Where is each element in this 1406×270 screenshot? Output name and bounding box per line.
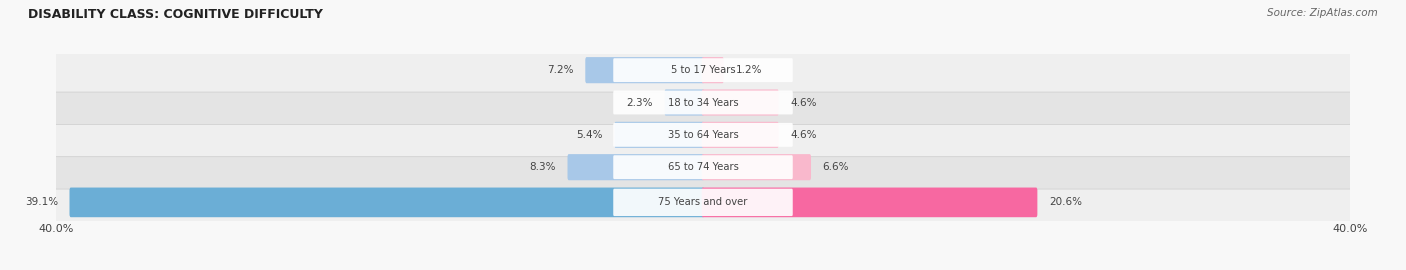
- Text: 18 to 34 Years: 18 to 34 Years: [668, 97, 738, 107]
- FancyBboxPatch shape: [613, 155, 793, 179]
- Text: 35 to 64 Years: 35 to 64 Years: [668, 130, 738, 140]
- FancyBboxPatch shape: [568, 154, 704, 180]
- Text: 65 to 74 Years: 65 to 74 Years: [668, 162, 738, 172]
- Text: 4.6%: 4.6%: [790, 130, 817, 140]
- FancyBboxPatch shape: [69, 188, 704, 217]
- FancyBboxPatch shape: [702, 154, 811, 180]
- FancyBboxPatch shape: [53, 113, 1353, 157]
- FancyBboxPatch shape: [614, 122, 704, 148]
- Text: 20.6%: 20.6%: [1049, 197, 1083, 207]
- FancyBboxPatch shape: [53, 81, 1353, 124]
- Text: 2.3%: 2.3%: [627, 97, 652, 107]
- FancyBboxPatch shape: [665, 89, 704, 116]
- FancyBboxPatch shape: [613, 189, 793, 216]
- FancyBboxPatch shape: [53, 48, 1353, 92]
- FancyBboxPatch shape: [53, 178, 1353, 227]
- FancyBboxPatch shape: [585, 57, 704, 83]
- Text: 4.6%: 4.6%: [790, 97, 817, 107]
- Text: 5.4%: 5.4%: [576, 130, 603, 140]
- FancyBboxPatch shape: [702, 188, 1038, 217]
- FancyBboxPatch shape: [702, 89, 779, 116]
- Text: 6.6%: 6.6%: [823, 162, 849, 172]
- Text: 39.1%: 39.1%: [25, 197, 58, 207]
- Text: 75 Years and over: 75 Years and over: [658, 197, 748, 207]
- FancyBboxPatch shape: [53, 145, 1353, 189]
- FancyBboxPatch shape: [613, 123, 793, 147]
- Text: 5 to 17 Years: 5 to 17 Years: [671, 65, 735, 75]
- Text: Source: ZipAtlas.com: Source: ZipAtlas.com: [1267, 8, 1378, 18]
- Text: DISABILITY CLASS: COGNITIVE DIFFICULTY: DISABILITY CLASS: COGNITIVE DIFFICULTY: [28, 8, 323, 21]
- Text: 1.2%: 1.2%: [735, 65, 762, 75]
- Text: 7.2%: 7.2%: [547, 65, 574, 75]
- FancyBboxPatch shape: [702, 122, 779, 148]
- Text: 8.3%: 8.3%: [530, 162, 555, 172]
- FancyBboxPatch shape: [702, 57, 724, 83]
- FancyBboxPatch shape: [613, 58, 793, 82]
- FancyBboxPatch shape: [613, 90, 793, 114]
